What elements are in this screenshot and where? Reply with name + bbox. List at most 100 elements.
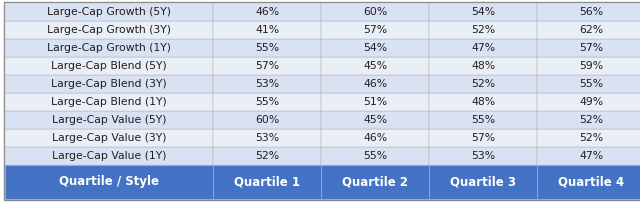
Text: Large-Cap Growth (5Y): Large-Cap Growth (5Y) (47, 7, 171, 17)
Text: 47%: 47% (471, 43, 495, 53)
Text: 41%: 41% (255, 25, 279, 35)
Text: 55%: 55% (255, 43, 279, 53)
Bar (429, 93, 537, 111)
Bar (5, 93, 213, 111)
Text: 55%: 55% (363, 151, 387, 161)
Text: 54%: 54% (363, 43, 387, 53)
Text: 51%: 51% (363, 97, 387, 107)
Text: 57%: 57% (363, 25, 387, 35)
Bar (321, 93, 429, 111)
Bar (5, 57, 213, 75)
Text: 53%: 53% (255, 79, 279, 89)
Bar (429, 111, 537, 129)
Bar (429, 165, 537, 199)
Text: 57%: 57% (255, 61, 279, 71)
Text: 57%: 57% (471, 133, 495, 143)
Bar (429, 3, 537, 21)
Text: Quartile 2: Quartile 2 (342, 175, 408, 188)
Bar (321, 21, 429, 39)
Text: 57%: 57% (579, 43, 603, 53)
Text: Large-Cap Blend (3Y): Large-Cap Blend (3Y) (51, 79, 167, 89)
Bar (5, 111, 213, 129)
Text: Quartile 1: Quartile 1 (234, 175, 300, 188)
Text: 59%: 59% (579, 61, 603, 71)
Bar (321, 165, 429, 199)
Text: Quartile / Style: Quartile / Style (59, 175, 159, 188)
Text: Large-Cap Value (5Y): Large-Cap Value (5Y) (52, 115, 166, 125)
Text: 46%: 46% (363, 133, 387, 143)
Text: 60%: 60% (363, 7, 387, 17)
Bar (321, 39, 429, 57)
Text: Quartile 3: Quartile 3 (450, 175, 516, 188)
Bar (213, 129, 321, 147)
Bar (321, 75, 429, 93)
Bar (321, 57, 429, 75)
Text: 52%: 52% (471, 25, 495, 35)
Text: 45%: 45% (363, 61, 387, 71)
Bar (429, 129, 537, 147)
Text: 53%: 53% (255, 133, 279, 143)
Bar (429, 57, 537, 75)
Text: Quartile 4: Quartile 4 (558, 175, 624, 188)
Text: 52%: 52% (471, 79, 495, 89)
Text: 56%: 56% (579, 7, 603, 17)
Bar (429, 39, 537, 57)
Bar (537, 93, 640, 111)
Bar (213, 75, 321, 93)
Text: Large-Cap Growth (3Y): Large-Cap Growth (3Y) (47, 25, 171, 35)
Bar (5, 165, 213, 199)
Bar (213, 165, 321, 199)
Bar (429, 75, 537, 93)
Bar (429, 147, 537, 165)
Bar (213, 57, 321, 75)
Bar (537, 111, 640, 129)
Bar (537, 57, 640, 75)
Text: Large-Cap Blend (1Y): Large-Cap Blend (1Y) (51, 97, 167, 107)
Text: 55%: 55% (471, 115, 495, 125)
Bar (321, 147, 429, 165)
Bar (429, 21, 537, 39)
Bar (5, 3, 213, 21)
Text: 46%: 46% (255, 7, 279, 17)
Bar (537, 165, 640, 199)
Bar (537, 129, 640, 147)
Text: Large-Cap Value (1Y): Large-Cap Value (1Y) (52, 151, 166, 161)
Text: 49%: 49% (579, 97, 603, 107)
Text: 55%: 55% (579, 79, 603, 89)
Bar (213, 147, 321, 165)
Bar (537, 39, 640, 57)
Text: 45%: 45% (363, 115, 387, 125)
Bar (321, 129, 429, 147)
Bar (537, 21, 640, 39)
Bar (213, 93, 321, 111)
Text: 55%: 55% (255, 97, 279, 107)
Text: 60%: 60% (255, 115, 279, 125)
Text: 47%: 47% (579, 151, 603, 161)
Text: Large-Cap Growth (1Y): Large-Cap Growth (1Y) (47, 43, 171, 53)
Bar (537, 147, 640, 165)
Bar (321, 3, 429, 21)
Bar (213, 3, 321, 21)
Bar (5, 129, 213, 147)
Text: 48%: 48% (471, 97, 495, 107)
Text: 52%: 52% (255, 151, 279, 161)
Bar (537, 75, 640, 93)
Text: 48%: 48% (471, 61, 495, 71)
Bar (321, 111, 429, 129)
Bar (5, 39, 213, 57)
Text: 62%: 62% (579, 25, 603, 35)
Bar (213, 39, 321, 57)
Bar (5, 21, 213, 39)
Text: 52%: 52% (579, 133, 603, 143)
Text: 52%: 52% (579, 115, 603, 125)
Bar (213, 111, 321, 129)
Bar (5, 75, 213, 93)
Text: 53%: 53% (471, 151, 495, 161)
Bar (5, 147, 213, 165)
Bar (213, 21, 321, 39)
Text: 54%: 54% (471, 7, 495, 17)
Text: 46%: 46% (363, 79, 387, 89)
Text: Large-Cap Blend (5Y): Large-Cap Blend (5Y) (51, 61, 167, 71)
Bar (537, 3, 640, 21)
Text: Large-Cap Value (3Y): Large-Cap Value (3Y) (52, 133, 166, 143)
